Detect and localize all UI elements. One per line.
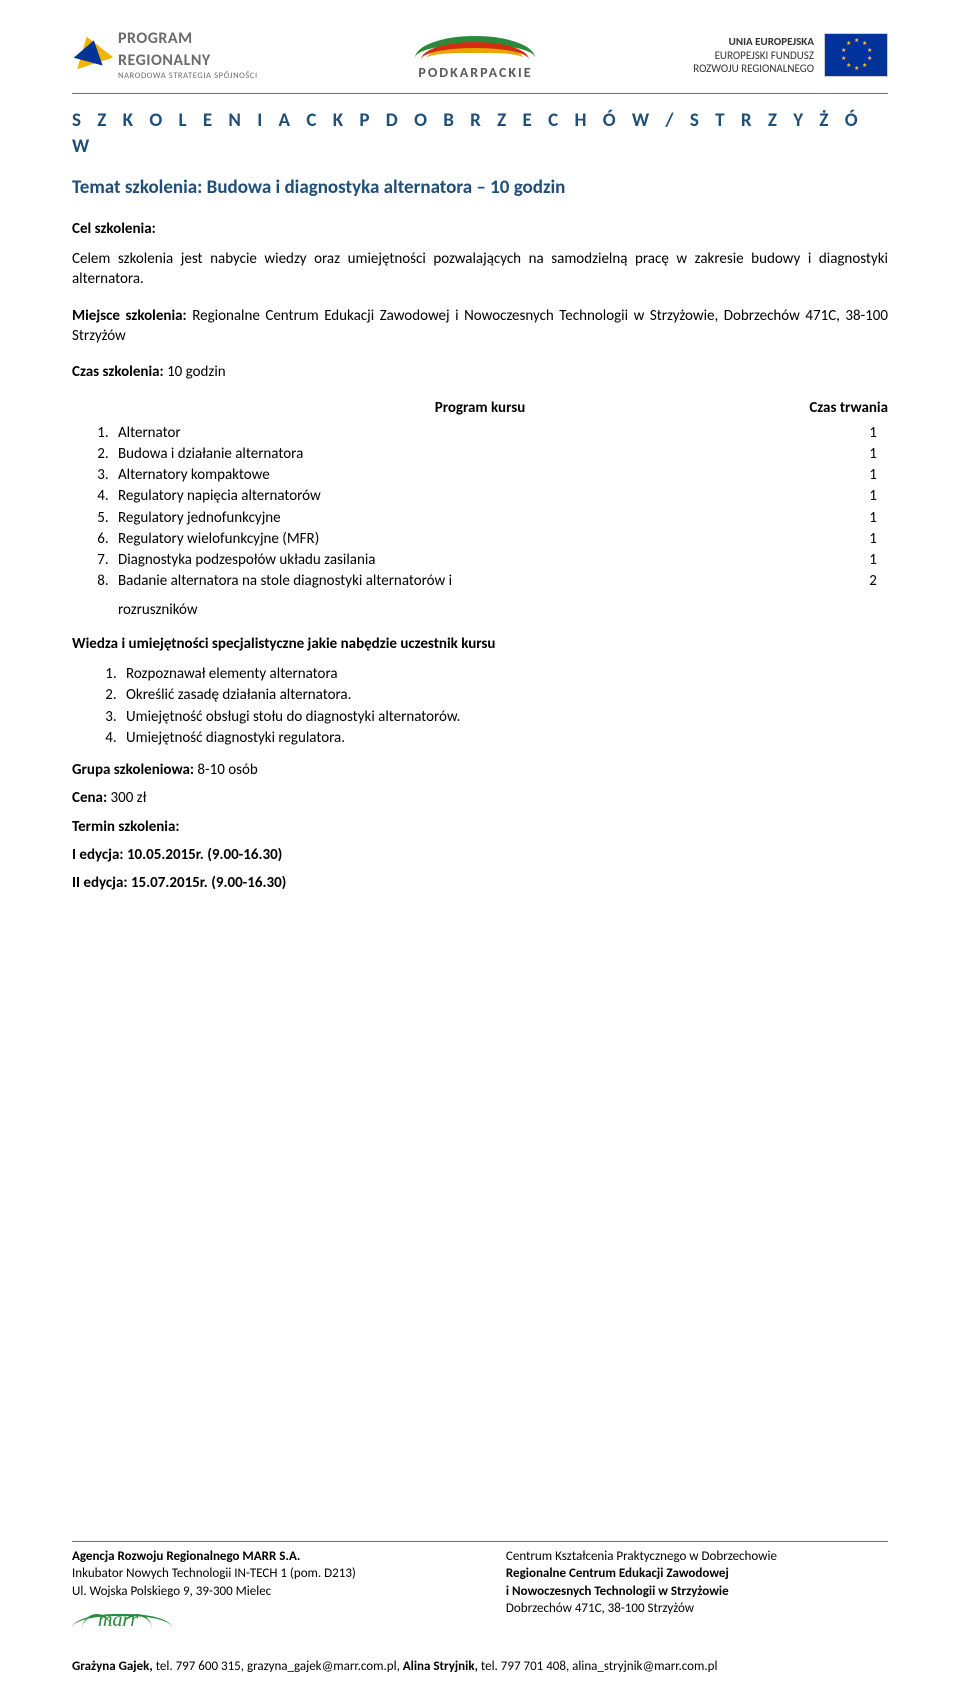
program-item-label: Regulatory wielofunkcyjne (MFR) [118,529,858,549]
skills-list: Rozpoznawał elementy alternatora Określi… [72,664,888,748]
program-item-duration: 1 [858,423,888,443]
eu-line2: EUROPEJSKI FUNDUSZ [693,49,814,63]
footer-right-line1: Centrum Kształcenia Praktycznego w Dobrz… [506,1548,888,1566]
page-banner: S Z K O L E N I A C K P D O B R Z E C H … [72,108,888,159]
program-item: Regulatory wielofunkcyjne (MFR)1 [112,529,888,549]
price-label: Cena: [72,789,107,807]
program-item-duration: 1 [858,508,888,528]
program-line3: NARODOWA STRATEGIA SPÓJNOŚCI [118,71,258,82]
podkarpackie-swoosh-icon [415,28,535,62]
program-list: Alternator1 Budowa i działanie alternato… [72,423,888,592]
skills-item: Określić zasadę działania alternatora. [120,685,888,705]
time-text: 10 godzin [164,363,226,381]
program-item-continuation: rozruszników [72,600,888,620]
program-item-label: Regulatory napięcia alternatorów [118,486,858,506]
program-item-label: Diagnostyka podzespołów układu zasilania [118,550,858,570]
program-item-duration: 1 [858,486,888,506]
program-item-label: Alternatory kompaktowe [118,465,858,485]
program-heading-row: Program kursu Czas trwania [72,398,888,418]
footer-left-line1: Agencja Rozwoju Regionalnego MARR S.A. [72,1548,486,1566]
logo-program-regionalny: PROGRAM REGIONALNY NARODOWA STRATEGIA SP… [72,28,258,83]
skills-item: Rozpoznawał elementy alternatora [120,664,888,684]
price-row: Cena: 300 zł [72,788,888,808]
podkarpackie-word: PODKARPACKIE [418,64,532,83]
skills-item: Umiejętność diagnostyki regulatora. [120,728,888,748]
program-item-duration: 1 [858,550,888,570]
goal-label: Cel szkolenia: [72,219,888,239]
eu-line1: UNIA EUROPEJSKA [693,35,814,49]
group-label: Grupa szkoleniowa: [72,761,194,779]
place-block: Miejsce szkolenia: Regionalne Centrum Ed… [72,306,888,347]
time-block: Czas szkolenia: 10 godzin [72,362,888,382]
footer-left-line2: Inkubator Nowych Technologii IN-TECH 1 (… [72,1565,486,1583]
footer-right-line2: Regionalne Centrum Edukacji Zawodowej [506,1565,888,1583]
program-item: Budowa i działanie alternatora1 [112,444,888,464]
footer-bottom: Grażyna Gajek, tel. 797 600 315, grazyna… [72,1658,888,1676]
group-text: 8-10 osób [194,761,258,779]
eu-flag-icon: ★★ ★★ ★★ ★★ ★★ [824,33,888,77]
program-item: Badanie alternatora na stole diagnostyki… [112,571,888,591]
duration-heading: Czas trwania [809,398,888,418]
price-text: 300 zł [107,789,146,807]
place-text: Regionalne Centrum Edukacji Zawodowej i … [72,307,888,345]
footer-person-1: Grażyna Gajek, [72,1659,156,1674]
group-row: Grupa szkoleniowa: 8-10 osób [72,760,888,780]
program-item: Alternatory kompaktowe1 [112,465,888,485]
program-item: Regulatory napięcia alternatorów1 [112,486,888,506]
skills-item: Umiejętność obsługi stołu do diagnostyki… [120,707,888,727]
program-item-label: Badanie alternatora na stole diagnostyki… [118,571,858,591]
time-label: Czas szkolenia: [72,363,164,381]
goal-text: Celem szkolenia jest nabycie wiedzy oraz… [72,249,888,290]
header-rule [72,93,888,94]
footer-person-1-contact: tel. 797 600 315, grazyna_gajek@marr.com… [156,1659,403,1674]
program-line1: PROGRAM [118,28,258,50]
header-logos: PROGRAM REGIONALNY NARODOWA STRATEGIA SP… [72,28,888,83]
term-label-row: Termin szkolenia: [72,817,888,837]
footer-person-2: Alina Stryjnik, [403,1659,481,1674]
marr-word: marr [98,1607,138,1634]
logo-eu: UNIA EUROPEJSKA EUROPEJSKI FUNDUSZ ROZWO… [693,33,888,77]
logo-program-text: PROGRAM REGIONALNY NARODOWA STRATEGIA SP… [118,28,258,83]
program-item-label: Budowa i działanie alternatora [118,444,858,464]
footer-rule [72,1541,888,1542]
footer-person-2-contact: tel. 797 701 408, alina_stryjnik@marr.co… [481,1659,718,1674]
logo-podkarpackie: PODKARPACKIE [415,28,535,83]
program-item-duration: 1 [858,444,888,464]
program-item-label: Alternator [118,423,858,443]
eu-line3: ROZWOJU REGIONALNEGO [693,62,814,76]
program-item-duration: 1 [858,529,888,549]
edition-1: I edycja: 10.05.2015r. (9.00-16.30) [72,845,888,865]
place-label: Miejsce szkolenia: [72,307,187,325]
program-line2: REGIONALNY [118,50,258,72]
page-footer: Agencja Rozwoju Regionalnego MARR S.A. I… [72,1541,888,1676]
program-item: Regulatory jednofunkcyjne1 [112,508,888,528]
footer-left: Agencja Rozwoju Regionalnego MARR S.A. I… [72,1548,486,1635]
goal-block: Cel szkolenia: [72,219,888,239]
footer-right-line4: Dobrzechów 471C, 38-100 Strzyżów [506,1600,888,1618]
program-item-duration: 1 [858,465,888,485]
marr-logo: marr [72,1608,212,1634]
footer-left-line3: Ul. Wojska Polskiego 9, 39-300 Mielec [72,1583,486,1601]
program-item: Alternator1 [112,423,888,443]
program-item: Diagnostyka podzespołów układu zasilania… [112,550,888,570]
program-star-icon [72,36,110,74]
footer-right-line3: i Nowoczesnych Technologii w Strzyżowie [506,1583,888,1601]
logo-eu-text: UNIA EUROPEJSKA EUROPEJSKI FUNDUSZ ROZWO… [693,35,814,76]
program-item-duration: 2 [858,571,888,591]
training-topic: Temat szkolenia: Budowa i diagnostyka al… [72,175,888,201]
footer-right: Centrum Kształcenia Praktycznego w Dobrz… [506,1548,888,1635]
program-item-label: Regulatory jednofunkcyjne [118,508,858,528]
program-heading: Program kursu [435,398,526,418]
edition-2: II edycja: 15.07.2015r. (9.00-16.30) [72,873,888,893]
skills-heading: Wiedza i umiejętności specjalistyczne ja… [72,634,888,654]
term-label: Termin szkolenia: [72,818,180,836]
